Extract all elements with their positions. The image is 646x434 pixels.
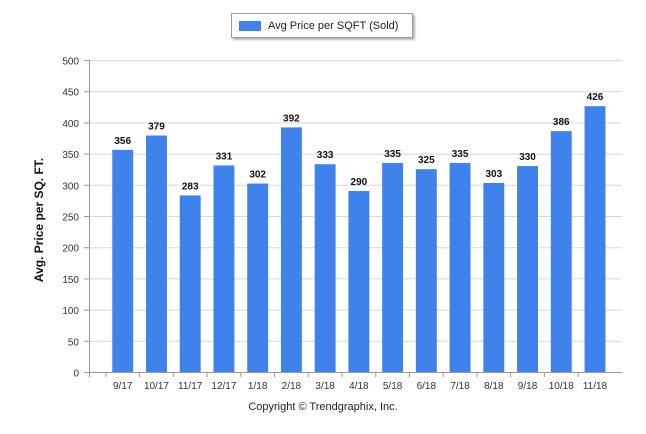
bar [247, 183, 269, 372]
y-tick-label: 300 [62, 181, 79, 192]
x-tick-label: 2/18 [282, 381, 302, 392]
data-label: 386 [553, 117, 570, 128]
data-label: 392 [283, 113, 300, 124]
bar [280, 127, 302, 372]
data-label: 325 [418, 155, 435, 166]
y-axis-title: Avg. Price per SQ. FT. [32, 157, 46, 283]
x-tick-label: 11/18 [583, 381, 608, 392]
y-tick-label: 250 [62, 213, 79, 224]
x-tick-label: 4/18 [349, 381, 369, 392]
data-label: 335 [452, 149, 469, 160]
y-tick-label: 350 [62, 150, 79, 161]
x-tick-label: 9/17 [113, 381, 133, 392]
data-label: 379 [148, 122, 165, 133]
x-tick-label: 10/18 [549, 381, 574, 392]
bar [348, 191, 370, 372]
bar [584, 106, 606, 373]
x-tick-label: 5/18 [383, 381, 403, 392]
bar [112, 149, 134, 372]
y-tick-label: 50 [68, 337, 80, 348]
data-label: 330 [519, 152, 536, 163]
bar [213, 165, 235, 372]
bar [382, 162, 404, 372]
bar [179, 195, 201, 372]
x-tick-label: 1/18 [248, 381, 268, 392]
data-label: 303 [485, 169, 502, 180]
x-tick-label: 9/18 [518, 381, 538, 392]
x-tick-label: 3/18 [315, 381, 335, 392]
bar [146, 135, 167, 372]
data-label: 333 [317, 150, 334, 161]
y-tick-label: 500 [62, 57, 79, 68]
bar [415, 169, 437, 372]
legend-label: Avg Price per SQFT (Sold) [268, 19, 399, 32]
x-tick-label: 11/17 [178, 381, 203, 392]
bar [517, 166, 539, 372]
data-label: 426 [587, 92, 604, 103]
data-label: 290 [351, 177, 368, 188]
copyright-text: Copyright © Trendgraphix, Inc. [248, 401, 398, 413]
data-label: 302 [249, 170, 266, 181]
y-tick-label: 150 [62, 275, 79, 286]
y-tick-label: 450 [62, 88, 79, 99]
bar [449, 162, 471, 372]
legend[interactable]: Avg Price per SQFT (Sold) [231, 13, 413, 38]
data-label: 356 [114, 136, 131, 147]
y-tick-label: 400 [62, 119, 79, 130]
data-label: 331 [216, 151, 233, 162]
legend-swatch [239, 20, 261, 31]
y-tick-label: 200 [62, 244, 79, 255]
bar [550, 131, 572, 372]
data-label: 335 [384, 149, 401, 160]
x-tick-label: 8/18 [484, 381, 504, 392]
x-tick-label: 10/17 [144, 381, 169, 392]
y-tick-label: 100 [62, 306, 79, 317]
data-label: 283 [182, 181, 199, 192]
y-tick-label: 0 [73, 369, 79, 380]
x-tick-label: 7/18 [450, 381, 470, 392]
x-tick-label: 6/18 [417, 381, 437, 392]
bar [483, 182, 505, 372]
bar [314, 164, 336, 372]
x-tick-label: 12/17 [211, 381, 236, 392]
